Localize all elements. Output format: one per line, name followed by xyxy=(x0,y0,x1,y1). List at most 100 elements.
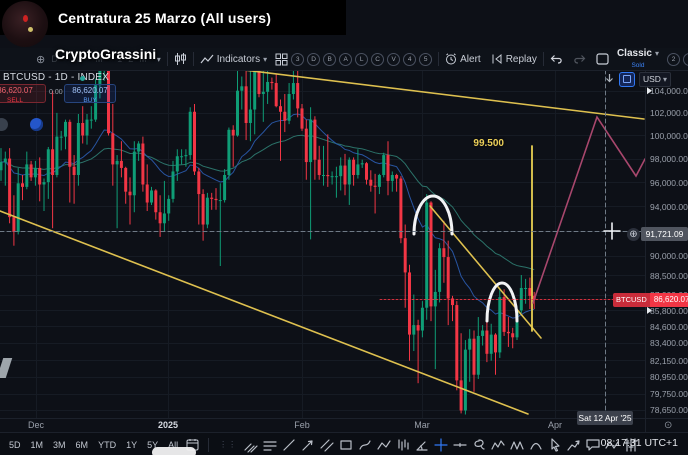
channel-name[interactable]: CryptoGrassini xyxy=(55,46,157,62)
tool-lasso[interactable] xyxy=(469,436,488,454)
range-button-ytd[interactable]: YTD xyxy=(98,439,117,450)
buy-button[interactable]: 86,620.07 BUY xyxy=(64,84,116,104)
range-button-1y[interactable]: 1Y xyxy=(126,439,138,450)
bottom-toolbar: 5D 1M 3M 6M YTD 1Y 5Y All ⋮⋮ xyxy=(0,432,688,455)
price-axis[interactable]: 104,000.00 102,000.00 100,000.00 98,000.00 9… xyxy=(646,70,688,419)
tool-multi-line[interactable] xyxy=(241,436,260,454)
tool-volume-profile[interactable] xyxy=(621,436,640,454)
layout-tab-c[interactable]: C xyxy=(371,52,385,66)
layout-tab-5[interactable]: 5 xyxy=(419,52,433,66)
price-axis-label: 85,800.00 xyxy=(650,305,688,316)
tool-horizontal-line[interactable] xyxy=(450,436,469,454)
tool-curve[interactable] xyxy=(526,436,545,454)
polyline-icon xyxy=(377,439,391,450)
drag-handle[interactable]: ⋮⋮ xyxy=(219,440,238,449)
price-axis-label: 90,000.00 xyxy=(650,251,688,262)
drawing-tools xyxy=(241,436,640,454)
tool-arrow-line[interactable] xyxy=(298,436,317,454)
compare-add-icon[interactable]: ⊕ xyxy=(36,53,46,66)
tool-comment[interactable] xyxy=(583,436,602,454)
arrow-line-icon xyxy=(302,439,313,451)
tool-rectangle[interactable] xyxy=(336,436,355,454)
brush-icon xyxy=(359,439,371,450)
layout-tab-d[interactable]: D xyxy=(307,52,321,66)
time-axis-label: Mar xyxy=(414,420,430,430)
zigzag-icon xyxy=(605,440,619,449)
price-axis-label: 88,500.00 xyxy=(650,270,688,281)
last-price-symbol: BTCUSD xyxy=(613,292,650,307)
currency-caret: ▾ xyxy=(662,74,667,84)
elliott-wave-icon xyxy=(491,439,505,450)
download-arrow-icon[interactable] xyxy=(604,73,615,85)
grid-layout-icon xyxy=(275,53,288,65)
replay-button[interactable]: Replay xyxy=(491,53,537,65)
screenshot-button[interactable] xyxy=(596,53,609,65)
undo-button[interactable] xyxy=(550,54,564,65)
timeframe-dropdown-caret[interactable]: ▾ xyxy=(156,54,161,64)
clock-display[interactable]: 08:17:31 UTC+1 xyxy=(600,437,678,449)
layout-grid-button[interactable] xyxy=(275,53,288,66)
indicators-button[interactable]: Indicators ▾ xyxy=(200,53,267,65)
tool-xabcd-pattern[interactable] xyxy=(507,436,526,454)
price-axis-label: 83,400.00 xyxy=(650,338,688,349)
tool-trend-line[interactable] xyxy=(279,436,298,454)
tool-cursor-arrow[interactable] xyxy=(545,436,564,454)
range-button-1m[interactable]: 1M xyxy=(30,439,44,450)
layout-tab-3[interactable]: 3 xyxy=(291,52,305,66)
candles-icon xyxy=(174,53,186,65)
layout-tab-l[interactable]: L xyxy=(355,52,369,66)
divider xyxy=(438,52,440,66)
range-button-3m[interactable]: 3M xyxy=(53,439,66,450)
crosshair-plus-icon[interactable]: ⊕ xyxy=(627,227,640,241)
tool-bars-pattern[interactable] xyxy=(393,436,412,454)
alert-clock-icon xyxy=(446,53,457,65)
currency-select[interactable]: USD ▾ xyxy=(639,71,671,87)
notification-count-badge[interactable]: 2 xyxy=(667,52,680,66)
tool-horizontal-rays[interactable] xyxy=(260,436,279,454)
tool-brush[interactable] xyxy=(355,436,374,454)
tool-elliott-wave[interactable] xyxy=(488,436,507,454)
scale-mode-button[interactable] xyxy=(619,71,635,87)
redo-button[interactable] xyxy=(572,54,586,65)
time-axis-label: 2025 xyxy=(157,420,179,430)
parallel-channel-icon xyxy=(320,438,334,452)
range-button-5d[interactable]: 5D xyxy=(9,439,21,450)
undo-icon xyxy=(550,54,562,64)
layout-tab-b[interactable]: B xyxy=(323,52,337,66)
time-axis-settings-icon[interactable]: ⊙ xyxy=(664,420,673,431)
tool-forecast[interactable] xyxy=(564,436,583,454)
tool-parallel-channel[interactable] xyxy=(317,436,336,454)
range-button-all[interactable]: All xyxy=(168,439,179,450)
range-button-6m[interactable]: 6M xyxy=(75,439,89,450)
tool-polyline[interactable] xyxy=(374,436,393,454)
timeframe-buttons-occluded[interactable]: D W M 12M xyxy=(51,54,153,64)
top-toolbar: ⊕ D W M 12M ▾ Indicators ▾ xyxy=(0,48,688,71)
symbol-legend[interactable]: BTCUSD - 1D - INDEX xyxy=(3,72,110,83)
cursor-arrow-icon xyxy=(551,437,560,452)
price-axis-label: 98,000.00 xyxy=(650,154,688,165)
curve-icon xyxy=(530,442,542,450)
sell-button[interactable]: 86,620.07 SELL xyxy=(0,84,46,104)
avatar[interactable] xyxy=(2,1,48,47)
tool-crosshair[interactable] xyxy=(431,436,450,454)
time-axis[interactable]: Dec 2025 Feb Mar Apr xyxy=(0,419,646,432)
comment-icon xyxy=(586,438,600,451)
layout-tab-4[interactable]: 4 xyxy=(403,52,417,66)
rectangle-icon xyxy=(340,439,352,450)
price-axis-label: 82,150.00 xyxy=(650,355,688,366)
buy-label: BUY xyxy=(83,97,97,104)
layout-tab-a[interactable]: A xyxy=(339,52,353,66)
price-axis-label: 96,000.00 xyxy=(650,177,688,188)
partial-badge[interactable] xyxy=(683,52,688,66)
target-price-label[interactable]: 99.500 xyxy=(473,138,504,149)
layout-tab-v[interactable]: V xyxy=(387,52,401,66)
tool-zigzag[interactable] xyxy=(602,436,621,454)
range-button-5y[interactable]: 5Y xyxy=(147,439,159,450)
chart-style-button[interactable] xyxy=(174,52,187,66)
alert-button[interactable]: Alert xyxy=(445,53,481,65)
layout-select[interactable]: Classic ▾ Sold xyxy=(617,48,659,70)
last-price-tag: BTCUSD 86,620.07 xyxy=(613,292,688,307)
tool-trend-angle[interactable] xyxy=(412,436,431,454)
